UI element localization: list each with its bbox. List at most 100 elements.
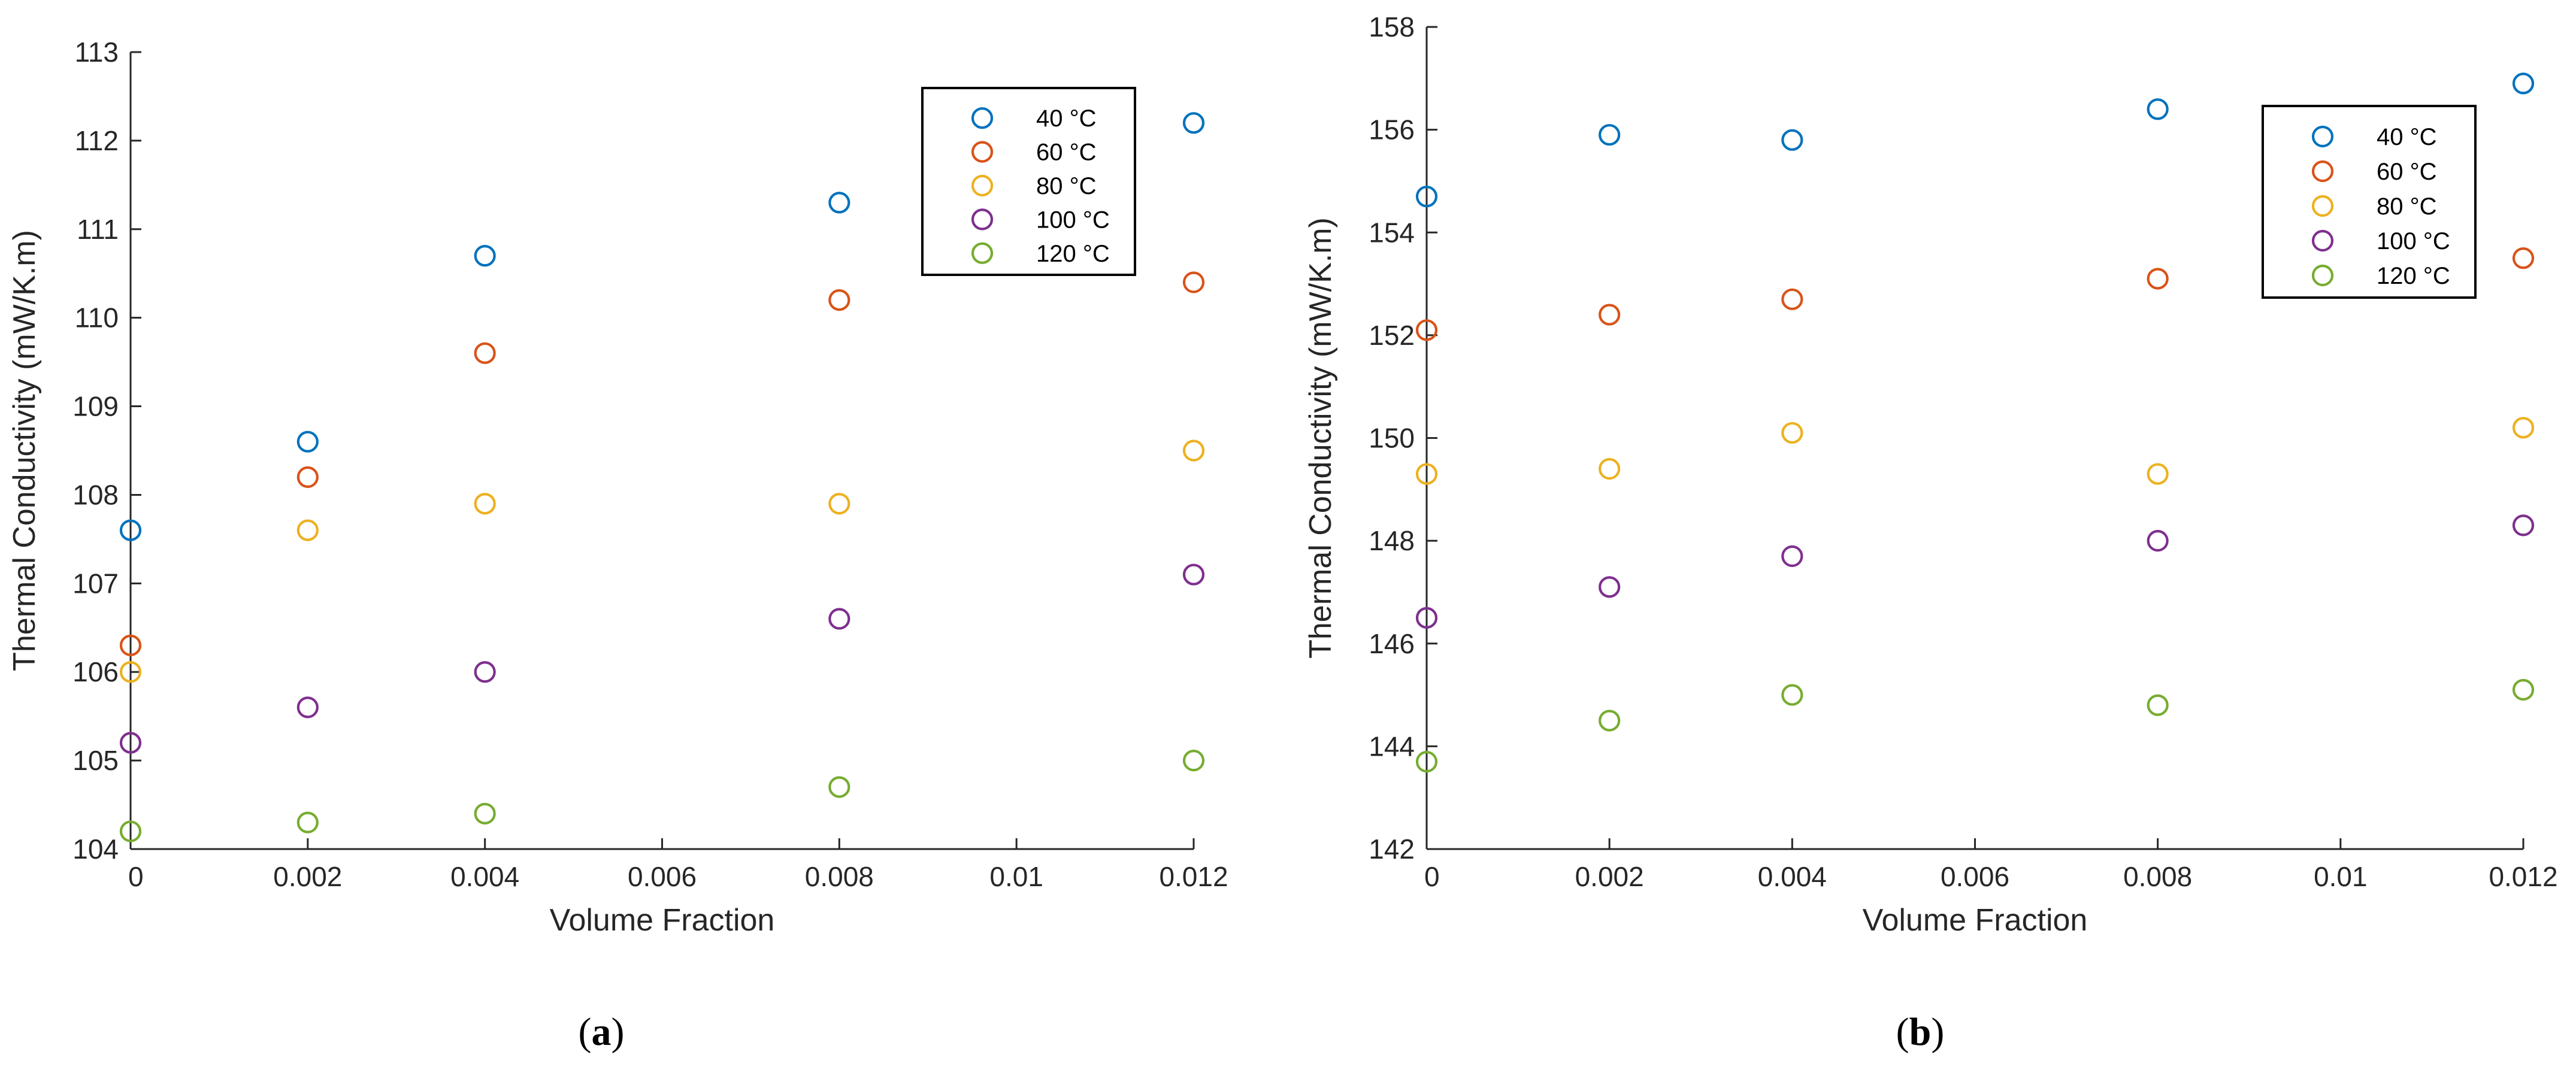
x-tick-label: 0.002 bbox=[1575, 861, 1644, 892]
series-40c bbox=[119, 112, 1205, 541]
y-axis-title: Thermal Conductivity (mW/K.m) bbox=[1303, 217, 1338, 659]
data-point bbox=[1182, 439, 1205, 462]
series-60c bbox=[119, 271, 1205, 656]
y-tick-label: 106 bbox=[72, 656, 119, 687]
data-point bbox=[119, 634, 142, 656]
legend-marker bbox=[2311, 229, 2334, 252]
data-point bbox=[2512, 417, 2535, 439]
legend-entry: 100 °C bbox=[2377, 228, 2450, 254]
panel-label: (a) bbox=[579, 1010, 625, 1054]
y-tick-label: 148 bbox=[1369, 525, 1415, 556]
x-tick-label: 0.002 bbox=[273, 861, 342, 892]
y-tick-label: 144 bbox=[1369, 730, 1415, 762]
x-tick-label: 0.01 bbox=[989, 861, 1043, 892]
legend-marker bbox=[2311, 125, 2334, 148]
legend-entry: 40 °C bbox=[2377, 124, 2437, 150]
x-tick-label: 0.006 bbox=[1941, 861, 2009, 892]
legend-marker bbox=[971, 107, 994, 129]
data-point bbox=[2512, 514, 2535, 536]
legend-box bbox=[921, 87, 1136, 276]
x-tick-label: 0.01 bbox=[2314, 861, 2368, 892]
data-point bbox=[474, 493, 496, 515]
y-tick-label: 150 bbox=[1369, 423, 1415, 454]
series-80c bbox=[1415, 417, 2535, 485]
x-tick-label: 0.008 bbox=[2123, 861, 2192, 892]
data-point bbox=[1781, 288, 1803, 310]
legend-marker bbox=[2311, 195, 2334, 217]
data-point bbox=[474, 661, 496, 683]
x-tick-label: 0 bbox=[1424, 861, 1440, 892]
legend: 40 °C 60 °C 80 °C 100 °C 120 °C bbox=[921, 87, 1136, 276]
data-point bbox=[296, 811, 319, 833]
legend-entry: 120 °C bbox=[2377, 263, 2450, 289]
x-axis-title: Volume Fraction bbox=[550, 903, 775, 938]
legend-marker bbox=[971, 242, 994, 264]
legend-box bbox=[2262, 105, 2477, 299]
data-point bbox=[1599, 304, 1621, 326]
y-tick-label: 113 bbox=[75, 37, 119, 68]
x-tick-label: 0.004 bbox=[450, 861, 519, 892]
data-point bbox=[828, 289, 850, 311]
data-point bbox=[1599, 710, 1621, 732]
legend-entry: 80 °C bbox=[1036, 173, 1097, 199]
data-point bbox=[1599, 576, 1621, 598]
data-point bbox=[1182, 563, 1205, 586]
panel-b: 142 144 146 148 150 152 154 156 158 0 0.002 0.004 0.… bbox=[1303, 11, 2558, 1054]
data-point bbox=[1599, 457, 1621, 480]
data-point bbox=[119, 661, 142, 683]
data-point bbox=[828, 192, 850, 214]
legend-entry: 40 °C bbox=[1036, 105, 1097, 132]
data-point bbox=[119, 820, 142, 842]
data-point bbox=[296, 696, 319, 719]
x-tick-label: 0.006 bbox=[628, 861, 697, 892]
data-point bbox=[296, 431, 319, 453]
x-tick-label: 0.008 bbox=[805, 861, 874, 892]
y-tick-label: 158 bbox=[1369, 11, 1415, 43]
data-point bbox=[474, 342, 496, 364]
data-point bbox=[1415, 751, 1438, 773]
data-point bbox=[2512, 247, 2535, 269]
legend-marker bbox=[2311, 264, 2334, 287]
data-point bbox=[296, 519, 319, 541]
legend-marker bbox=[971, 208, 994, 231]
y-tick-label: 142 bbox=[1369, 833, 1415, 865]
data-point bbox=[119, 519, 142, 541]
data-point bbox=[1415, 319, 1438, 341]
series-100c bbox=[1415, 514, 2535, 629]
series-100c bbox=[119, 563, 1205, 754]
x-tick-label: 0.004 bbox=[1758, 861, 1827, 892]
data-point bbox=[1415, 607, 1438, 629]
data-point bbox=[2147, 530, 2169, 552]
series-120c bbox=[1415, 678, 2535, 773]
legend-marker bbox=[2311, 160, 2334, 183]
data-point bbox=[1781, 684, 1803, 706]
legend-entry: 60 °C bbox=[1036, 140, 1097, 166]
y-tick-label: 110 bbox=[75, 302, 119, 334]
legend-marker bbox=[971, 174, 994, 197]
data-point bbox=[828, 493, 850, 515]
data-point bbox=[2512, 72, 2535, 95]
data-point bbox=[1781, 422, 1803, 444]
data-point bbox=[828, 608, 850, 630]
panel-a: 104 105 106 107 108 109 110 111 112 113 0 0.002 0.00… bbox=[7, 37, 1228, 1054]
y-axis-title: Thermal Conductivity (mW/K.m) bbox=[7, 230, 42, 671]
series-60c bbox=[1415, 247, 2535, 341]
series-120c bbox=[119, 750, 1205, 842]
data-point bbox=[1415, 186, 1438, 208]
legend-entry: 100 °C bbox=[1036, 207, 1110, 233]
legend: 40 °C 60 °C 80 °C 100 °C 120 °C bbox=[2262, 105, 2477, 299]
y-tick-label: 111 bbox=[77, 214, 119, 245]
data-point bbox=[1781, 545, 1803, 567]
data-point bbox=[1182, 271, 1205, 293]
data-point bbox=[1599, 124, 1621, 146]
data-point bbox=[474, 245, 496, 267]
x-tick-label: 0.012 bbox=[1159, 861, 1228, 892]
data-point bbox=[296, 466, 319, 488]
legend-entry: 60 °C bbox=[2377, 159, 2437, 185]
x-tick-label: 0.012 bbox=[2489, 861, 2557, 892]
panel-label: (b) bbox=[1896, 1010, 1945, 1054]
data-point bbox=[2147, 268, 2169, 290]
data-point bbox=[1415, 463, 1438, 485]
x-tick-label: 0 bbox=[128, 861, 144, 892]
data-point bbox=[2147, 98, 2169, 120]
